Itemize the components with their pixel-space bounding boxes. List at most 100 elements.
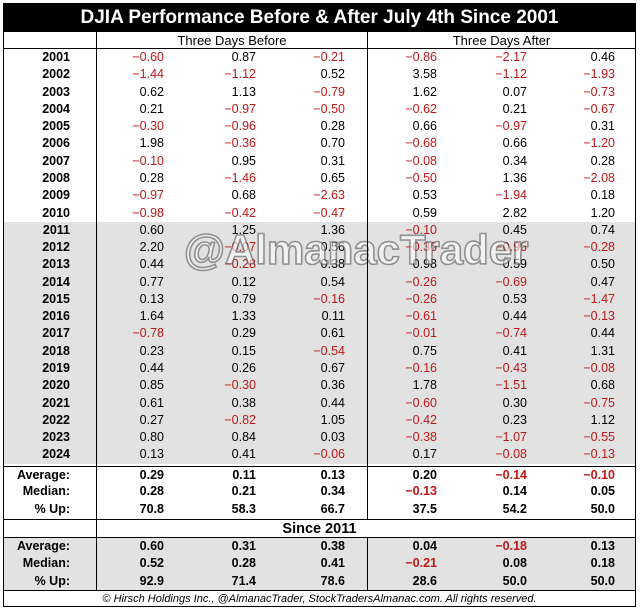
table-cell: 1.98 (139, 136, 164, 151)
table-cell: 0.29 (139, 468, 164, 482)
table-row: 2024 0.13 0.41 −0.06 0.17 −0.08 −0.13 (4, 446, 635, 464)
table-row: 2020 0.85 −0.30 0.36 1.78 −1.51 0.68 (4, 377, 635, 395)
table-cell: 0.08 (502, 556, 527, 571)
table-cell: −0.16 (405, 361, 437, 376)
row-label: 2014 (42, 274, 70, 289)
header-three-days-after: Three Days After (368, 32, 635, 49)
table-cell: 0.80 (139, 430, 164, 445)
table-cell: −0.28 (583, 240, 615, 255)
table-cell: −0.98 (132, 205, 164, 220)
column-divider-middle (367, 32, 368, 519)
row-label: % Up: (34, 573, 70, 588)
row-label: 2003 (42, 84, 70, 99)
table-cell: −0.74 (495, 326, 527, 341)
row-label: 2021 (42, 395, 70, 410)
table-cell: 0.68 (590, 378, 615, 393)
table-row: 2012 2.20 −0.07 0.56 −0.36 −0.96 −0.28 (4, 239, 635, 257)
table-cell: 54.2 (502, 501, 527, 516)
table-row: 2003 0.62 1.13 −0.79 1.62 0.07 −0.73 (4, 84, 635, 101)
table-cell: −0.36 (405, 240, 437, 255)
table-cell: −0.55 (583, 430, 615, 445)
table-cell: 0.95 (231, 153, 256, 168)
row-label: 2002 (42, 67, 70, 82)
table-cell: 0.77 (139, 274, 164, 289)
table-cell: −1.20 (583, 136, 615, 151)
table-cell: 0.54 (320, 274, 345, 289)
table-cell: 0.79 (231, 291, 256, 306)
watermark: @AlmanacTrader (183, 225, 529, 274)
table-cell: 0.52 (139, 556, 164, 571)
table-cell: −0.62 (405, 101, 437, 116)
table-cell: 0.44 (320, 395, 345, 410)
table-cell: 0.28 (139, 484, 164, 499)
table-cell: 0.38 (320, 257, 345, 272)
table-cell: 50.0 (590, 573, 615, 588)
table-cell: −0.69 (495, 274, 527, 289)
table-cell: −0.75 (583, 395, 615, 410)
table-cell: 0.28 (320, 119, 345, 134)
table-cell: 0.53 (502, 291, 527, 306)
table-cell: 0.61 (139, 395, 164, 410)
table-cell: −0.68 (405, 136, 437, 151)
table-row: 2011 0.60 1.25 1.36 −0.10 0.45 0.74 (4, 221, 635, 240)
table-cell: 66.7 (320, 501, 345, 516)
table-cell: 0.23 (139, 343, 164, 358)
table-row: 2015 0.13 0.79 −0.16 −0.26 0.53 −1.47 (4, 290, 635, 309)
table-cell: −0.16 (313, 291, 345, 306)
summary-row: Average: 0.29 0.11 0.13 0.20 −0.14 −0.10 (4, 466, 635, 484)
table-cell: 0.44 (502, 309, 527, 324)
table-row: 2007 −0.10 0.95 0.31 −0.08 0.34 0.28 (4, 153, 635, 170)
table-cell: −0.21 (313, 50, 345, 64)
table-cell: 0.66 (412, 119, 437, 134)
table-cell: −1.44 (132, 67, 164, 82)
column-divider-left (96, 32, 97, 590)
row-label: 2023 (42, 430, 70, 445)
table-cell: 1.20 (590, 205, 615, 220)
row-label: 2001 (42, 50, 70, 64)
summary-since-row: Average: 0.60 0.31 0.38 0.04 −0.18 0.13 (4, 538, 635, 556)
table-cell: −0.60 (405, 395, 437, 410)
table-row: 2001 −0.60 0.87 −0.21 −0.86 −2.17 0.46 (4, 49, 635, 66)
table-cell: 50.0 (590, 501, 615, 516)
header-three-days-before: Three Days Before (97, 32, 367, 49)
table-cell: 0.61 (320, 326, 345, 341)
table-cell: −0.36 (224, 136, 256, 151)
table-cell: 0.15 (231, 343, 256, 358)
table-cell: 0.44 (139, 361, 164, 376)
table-cell: 78.6 (320, 573, 345, 588)
table-cell: −0.97 (132, 188, 164, 203)
table-cell: −0.38 (405, 430, 437, 445)
table-cell: −0.10 (132, 153, 164, 168)
table-cell: 0.31 (320, 153, 345, 168)
table-cell: 0.18 (590, 188, 615, 203)
table-cell: 0.31 (590, 119, 615, 134)
table-cell: −1.46 (224, 170, 256, 185)
table-row: 2019 0.44 0.26 0.67 −0.16 −0.43 −0.08 (4, 360, 635, 378)
summary-row: % Up: 70.8 58.3 66.7 37.5 54.2 50.0 (4, 501, 635, 518)
table-cell: 0.59 (412, 205, 437, 220)
table-row: 2017 −0.78 0.29 0.61 −0.01 −0.74 0.44 (4, 325, 635, 343)
row-label: 2008 (42, 170, 70, 185)
row-label: 2016 (42, 309, 70, 324)
table-cell: 0.14 (502, 484, 527, 499)
table-cell: 0.13 (139, 291, 164, 306)
table-cell: 0.04 (412, 539, 437, 553)
table-row: 2006 1.98 −0.36 0.70 −0.68 0.66 −1.20 (4, 135, 635, 152)
row-label: Average: (16, 539, 70, 553)
table-cell: 1.36 (320, 222, 345, 237)
table-cell: 0.45 (502, 222, 527, 237)
table-cell: 0.13 (590, 539, 615, 553)
row-label: 2019 (42, 361, 70, 376)
table-cell: 1.05 (320, 412, 345, 427)
row-label: 2009 (42, 188, 70, 203)
table-row: 2023 0.80 0.84 0.03 −0.38 −1.07 −0.55 (4, 429, 635, 447)
table-cell: −0.14 (495, 468, 527, 482)
table-cell: −0.50 (405, 170, 437, 185)
table-cell: 0.47 (590, 274, 615, 289)
table-row: 2005 −0.30 −0.96 0.28 0.66 −0.97 0.31 (4, 118, 635, 135)
table-cell: −0.21 (405, 556, 437, 571)
table-cell: 1.64 (139, 309, 164, 324)
row-label: 2020 (42, 378, 70, 393)
table-cell: 0.18 (590, 556, 615, 571)
table-cell: 0.36 (320, 378, 345, 393)
